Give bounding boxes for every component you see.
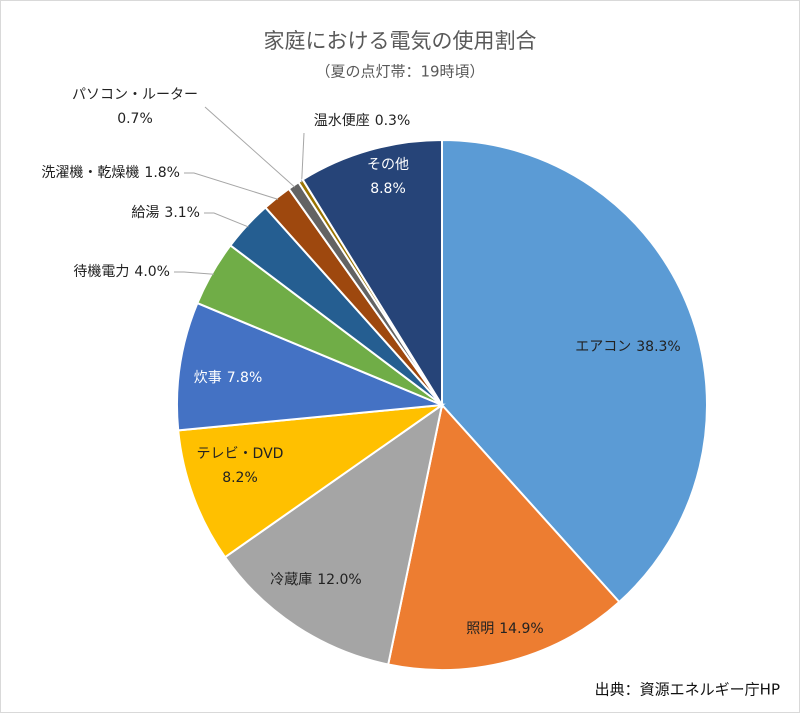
leader-line <box>174 271 214 275</box>
leader-line <box>301 132 305 183</box>
label-value: 12.0% <box>317 572 361 588</box>
leader-line <box>204 106 296 188</box>
label-value: 8.2% <box>222 470 258 486</box>
leader-line <box>204 212 249 228</box>
data-label: 冷蔵庫 12.0% <box>270 571 361 588</box>
chart-title: 家庭における電気の使用割合 <box>264 29 537 53</box>
label-category: その他 <box>367 157 409 173</box>
pie-slice <box>223 402 444 666</box>
pie-slice <box>177 403 446 559</box>
pie-slice <box>441 138 708 604</box>
leader-line <box>184 172 279 200</box>
label-value: 38.3% <box>636 339 680 355</box>
label-category: 温水便座 <box>314 113 370 129</box>
data-label: 待機電力 4.0% <box>73 264 170 280</box>
label-category: パソコン・ルーター <box>72 87 198 103</box>
data-label: 温水便座 0.3% <box>314 113 411 129</box>
pie-slice <box>176 301 443 432</box>
data-label: その他 8.8% <box>367 157 409 197</box>
chart-subtitle: （夏の点灯帯：19時頃） <box>315 63 484 81</box>
source-note: 出典：資源エネルギー庁HP <box>595 681 780 699</box>
data-label: 洗濯機・乾燥機 1.8% <box>41 165 180 181</box>
pie-slice <box>387 402 621 671</box>
label-value: 1.8% <box>144 165 180 181</box>
data-label: 給湯 3.1% <box>131 204 200 221</box>
data-label: エアコン 38.3% <box>575 339 680 355</box>
label-value: 7.8% <box>227 370 263 386</box>
label-value: 8.8% <box>370 181 406 197</box>
data-label: 照明 14.9% <box>466 621 543 637</box>
label-category: 待機電力 <box>73 264 129 280</box>
label-category: 冷蔵庫 <box>270 571 312 588</box>
pie-slice <box>301 138 443 409</box>
label-value: 4.0% <box>134 264 170 280</box>
data-label: パソコン・ルーター 0.7% <box>72 87 198 127</box>
label-category: 洗濯機・乾燥機 <box>41 165 139 181</box>
label-value: 3.1% <box>164 205 200 221</box>
label-category: 給湯 <box>131 204 159 221</box>
label-category: 照明 <box>466 621 494 637</box>
label-category: テレビ・DVD <box>197 446 284 462</box>
data-label: テレビ・DVD 8.2% <box>197 446 284 486</box>
label-value: 0.3% <box>375 113 411 129</box>
data-label: 炊事 7.8% <box>194 370 263 386</box>
label-value: 0.7% <box>117 111 153 127</box>
label-value: 14.9% <box>499 621 543 637</box>
label-category: 炊事 <box>194 370 222 386</box>
label-category: エアコン <box>575 339 631 355</box>
